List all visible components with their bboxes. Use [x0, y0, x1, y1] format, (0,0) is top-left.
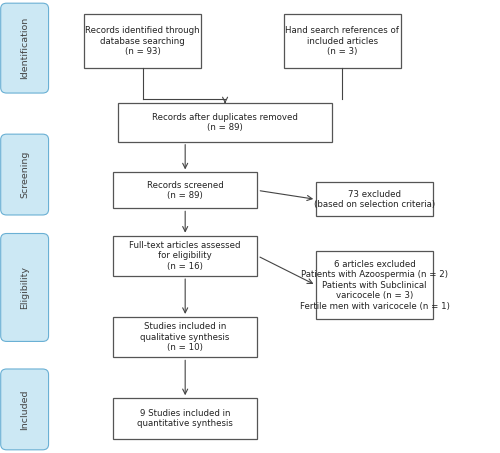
FancyBboxPatch shape: [0, 369, 48, 450]
Text: Records after duplicates removed
(n = 89): Records after duplicates removed (n = 89…: [152, 113, 298, 132]
FancyBboxPatch shape: [113, 236, 258, 276]
FancyBboxPatch shape: [0, 134, 48, 215]
Text: Hand search references of
included articles
(n = 3): Hand search references of included artic…: [286, 26, 399, 56]
Text: Identification: Identification: [20, 17, 29, 79]
FancyBboxPatch shape: [113, 317, 258, 357]
Text: Included: Included: [20, 389, 29, 429]
Text: Studies included in
qualitative synthesis
(n = 10): Studies included in qualitative synthesi…: [140, 322, 230, 352]
Text: Records screened
(n = 89): Records screened (n = 89): [147, 181, 224, 200]
FancyBboxPatch shape: [113, 398, 258, 439]
Text: 6 articles excluded
Patients with Azoospermia (n = 2)
Patients with Subclinical
: 6 articles excluded Patients with Azoosp…: [300, 260, 450, 310]
Text: Eligibility: Eligibility: [20, 266, 29, 309]
FancyBboxPatch shape: [316, 251, 433, 319]
Text: Screening: Screening: [20, 151, 29, 198]
FancyBboxPatch shape: [118, 103, 332, 142]
FancyBboxPatch shape: [316, 183, 433, 217]
Text: Full-text articles assessed
for eligibility
(n = 16): Full-text articles assessed for eligibil…: [130, 241, 241, 271]
FancyBboxPatch shape: [84, 14, 202, 68]
FancyBboxPatch shape: [113, 172, 258, 208]
FancyBboxPatch shape: [0, 3, 48, 93]
FancyBboxPatch shape: [0, 233, 48, 342]
Text: Records identified through
database searching
(n = 93): Records identified through database sear…: [86, 26, 200, 56]
Text: 73 excluded
(based on selection criteria): 73 excluded (based on selection criteria…: [314, 190, 435, 209]
FancyBboxPatch shape: [284, 14, 401, 68]
Text: 9 Studies included in
quantitative synthesis: 9 Studies included in quantitative synth…: [137, 409, 233, 428]
